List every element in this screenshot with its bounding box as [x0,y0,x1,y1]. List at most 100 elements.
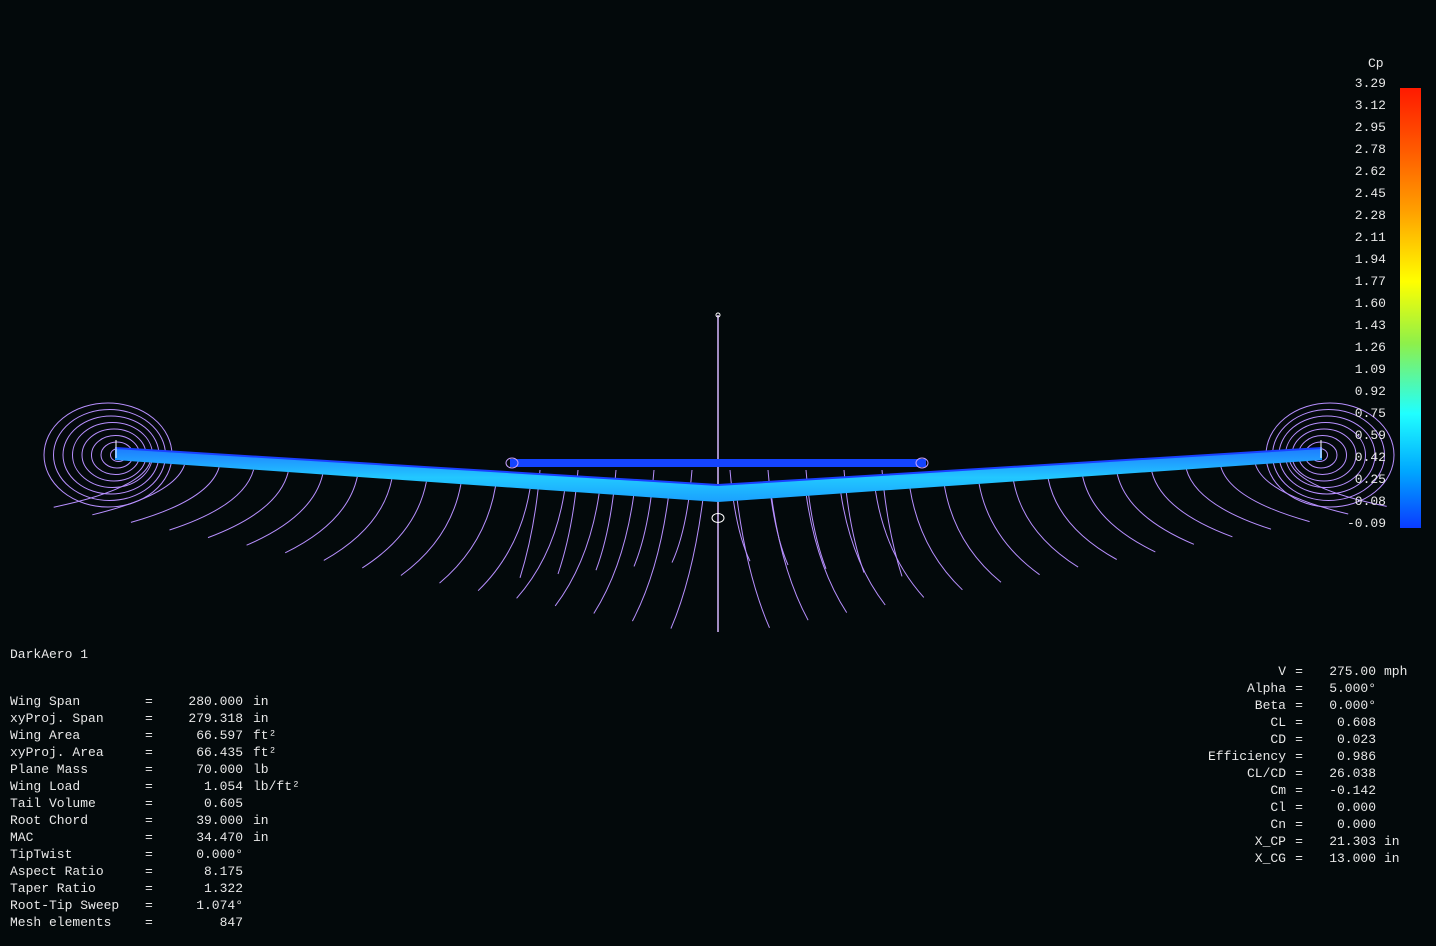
legend-tick: 3.29 [1354,76,1386,91]
result-label: Cl [1270,800,1286,815]
streamline [92,464,185,516]
cp-legend: Cp 3.29 3.12 2.95 2.78 2.62 2.45 2.28 2.11 1.94 1… [1330,54,1430,534]
result-unit: in [1384,851,1400,866]
3d-viewport[interactable] [0,0,1436,883]
result-label: CD [1270,732,1286,747]
result-row: X_CG = 13.000 in [1186,850,1426,867]
streamline [323,479,393,561]
legend-tick: 1.43 [1354,318,1386,333]
result-row: CL/CD = 26.038 [1186,765,1426,782]
result-value: 0.000 [1336,817,1376,832]
legend-tick: 3.12 [1354,98,1386,113]
result-value: 0.023 [1336,732,1376,747]
equals-sign: = [145,762,153,777]
property-unit: lb/ft² [253,779,300,794]
cg-marker [711,513,725,523]
result-row: Alpha = 5.000° [1186,680,1426,697]
result-label: Beta [1254,698,1286,713]
result-row: Beta = 0.000° [1186,697,1426,714]
streamline [771,498,809,621]
property-unit: lb [253,762,269,777]
legend-tick: 2.95 [1354,120,1386,135]
property-unit: in [253,830,269,845]
horizontal-tail [510,459,926,467]
legend-tick: 2.45 [1354,186,1386,201]
property-row: Wing Span = 280.000 in [10,693,300,710]
property-label: TipTwist [10,847,73,862]
property-label: Mesh elements [10,915,112,930]
property-row: Mesh elements = 847 [10,914,300,931]
property-row: MAC = 34.470 in [10,829,300,846]
legend-title: Cp [1368,56,1384,71]
result-value: 0.986 [1336,749,1376,764]
equals-sign: = [1295,783,1303,798]
streamline [477,488,531,592]
result-value: 13.000 [1329,851,1376,866]
legend-tick: 2.78 [1354,142,1386,157]
property-row: TipTwist = 0.000° [10,846,300,863]
equals-sign: = [145,779,153,794]
property-label: xyProj. Area [10,745,104,760]
result-row: CL = 0.608 [1186,714,1426,731]
result-label: X_CG [1254,851,1286,866]
property-unit: ft² [253,745,277,760]
result-label: Cm [1270,783,1286,798]
result-label: Alpha [1246,681,1286,696]
result-value: -0.142 [1329,783,1376,798]
streamline [944,486,1002,583]
results-panel: V = 275.00 mph Alpha = 5.000° Beta = 0.000° CL = 0.6… [1186,663,1426,867]
streamline [1116,474,1195,545]
property-value: 70.000 [196,762,243,777]
legend-tick: 1.77 [1354,274,1386,289]
property-row: xyProj. Span = 279.318 in [10,710,300,727]
streamline [978,483,1040,576]
legend-tick: 1.09 [1354,362,1386,377]
legend-tick: -0.09 [1346,516,1386,531]
property-value: 66.435 [196,745,243,760]
property-unit: in [253,813,269,828]
legend-tick: 2.62 [1354,164,1386,179]
equals-sign: = [145,830,153,845]
main-wing-leading-edge [114,447,1323,487]
plane-properties: Wing Span = 280.000 in xyProj. Span = 279.318 i… [10,693,300,931]
equals-sign: = [1295,698,1303,713]
streamline [554,493,600,607]
legend-tick: 0.42 [1354,450,1386,465]
equals-sign: = [1295,766,1303,781]
result-row: Cl = 0.000 [1186,799,1426,816]
streamline [736,500,770,628]
property-row: Tail Volume = 0.605 [10,795,300,812]
property-label: MAC [10,830,34,845]
equals-sign: = [1295,715,1303,730]
equals-sign: = [1295,851,1303,866]
streamline [909,488,963,591]
result-row: CD = 0.023 [1186,731,1426,748]
property-value: 66.597 [196,728,243,743]
equals-sign: = [145,898,153,913]
streamlines [53,462,1387,629]
result-unit: mph [1384,664,1408,679]
equals-sign: = [1295,817,1303,832]
legend-tick: 2.28 [1354,208,1386,223]
legend-tick: 2.11 [1354,230,1386,245]
property-row: Wing Area = 66.597 ft² [10,727,300,744]
property-row: Plane Mass = 70.000 lb [10,761,300,778]
streamline [284,476,358,554]
result-value: 5.000° [1329,681,1376,696]
property-label: Wing Span [10,694,81,709]
result-label: Cn [1270,817,1286,832]
equals-sign: = [145,711,153,726]
property-value: 1.054 [203,779,243,794]
result-row: Cn = 0.000 [1186,816,1426,833]
property-value: 39.000 [196,813,243,828]
result-row: Cm = -0.142 [1186,782,1426,799]
legend-tick: 0.75 [1354,406,1386,421]
streamline [593,496,635,614]
property-value: 1.074° [196,898,243,913]
legend-tick: 0.92 [1354,384,1386,399]
equals-sign: = [145,813,153,828]
streamline [400,484,462,576]
property-value: 279.318 [188,711,243,726]
streamline [1047,478,1117,560]
result-value: 0.608 [1336,715,1376,730]
